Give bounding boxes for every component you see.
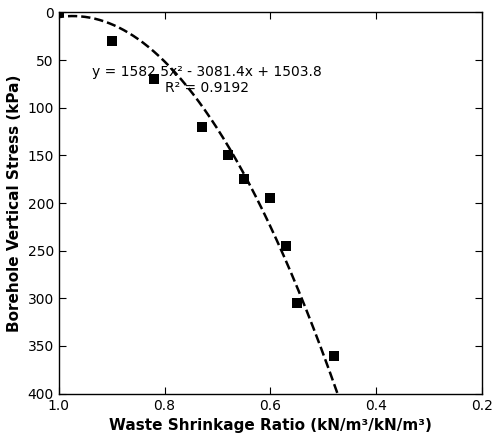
Point (240, 176, 248, 183)
X-axis label: Waste Shrinkage Ratio (kN/m³/kN/m³): Waste Shrinkage Ratio (kN/m³/kN/m³) (109, 418, 432, 433)
Point (293, 300, 301, 307)
Point (198, 123, 205, 130)
Point (150, 76, 158, 83)
Point (224, 152, 232, 159)
Point (330, 352, 338, 359)
Point (266, 195, 274, 202)
Text: y = 1582.5x² - 3081.4x + 1503.8
R² = 0.9192: y = 1582.5x² - 3081.4x + 1503.8 R² = 0.9… (92, 65, 322, 95)
Point (54, 9, 62, 16)
Y-axis label: Borehole Vertical Stress (kPa): Borehole Vertical Stress (kPa) (7, 74, 22, 332)
Point (108, 37, 116, 44)
Point (282, 242, 290, 249)
